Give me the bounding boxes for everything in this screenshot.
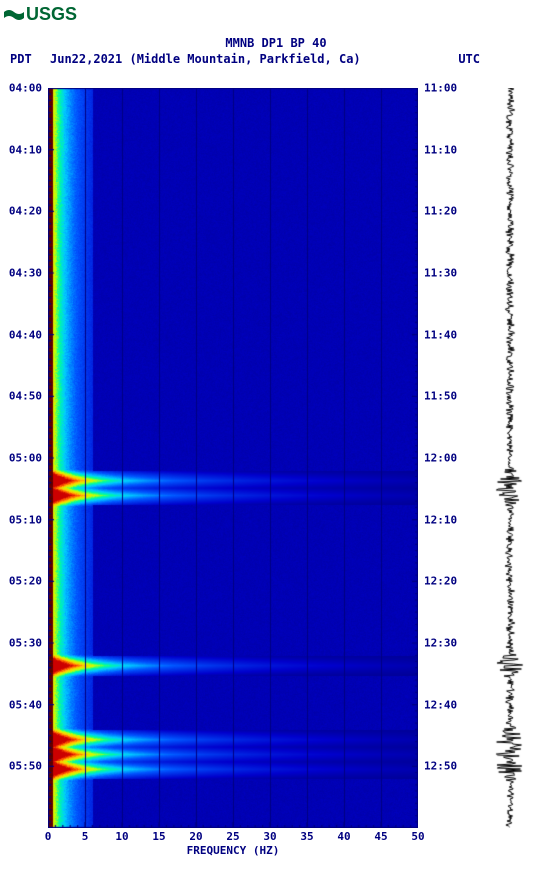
left-time-label: 05:50 bbox=[9, 760, 42, 773]
chart-title: MMNB DP1 BP 40 bbox=[0, 36, 552, 50]
usgs-logo: USGS bbox=[4, 4, 77, 25]
left-time-axis: 04:0004:1004:2004:3004:4004:5005:0005:10… bbox=[0, 88, 46, 828]
right-time-label: 11:50 bbox=[424, 390, 457, 403]
left-time-label: 04:10 bbox=[9, 143, 42, 156]
wave-icon bbox=[4, 6, 24, 24]
chart-subtitle: PDT Jun22,2021 (Middle Mountain, Parkfie… bbox=[10, 52, 540, 66]
waveform-panel bbox=[490, 88, 530, 828]
date-location: Jun22,2021 (Middle Mountain, Parkfield, … bbox=[50, 52, 440, 66]
left-time-label: 05:10 bbox=[9, 513, 42, 526]
right-time-label: 12:00 bbox=[424, 452, 457, 465]
right-time-label: 11:40 bbox=[424, 328, 457, 341]
right-time-label: 12:20 bbox=[424, 575, 457, 588]
right-time-label: 11:10 bbox=[424, 143, 457, 156]
left-time-label: 05:40 bbox=[9, 698, 42, 711]
utc-label: UTC bbox=[440, 52, 480, 66]
waveform-canvas bbox=[490, 88, 530, 828]
left-time-label: 04:20 bbox=[9, 205, 42, 218]
left-time-label: 04:50 bbox=[9, 390, 42, 403]
freq-tick-label: 40 bbox=[337, 830, 350, 843]
freq-tick-label: 0 bbox=[45, 830, 52, 843]
x-axis-title: FREQUENCY (HZ) bbox=[48, 844, 418, 857]
right-time-label: 12:10 bbox=[424, 513, 457, 526]
right-time-label: 11:20 bbox=[424, 205, 457, 218]
left-time-label: 05:20 bbox=[9, 575, 42, 588]
right-time-label: 12:30 bbox=[424, 637, 457, 650]
freq-tick-label: 10 bbox=[115, 830, 128, 843]
freq-tick-label: 20 bbox=[189, 830, 202, 843]
freq-tick-label: 35 bbox=[300, 830, 313, 843]
left-time-label: 05:30 bbox=[9, 637, 42, 650]
right-time-label: 12:50 bbox=[424, 760, 457, 773]
spectrogram-plot bbox=[48, 88, 418, 828]
freq-tick-label: 5 bbox=[82, 830, 89, 843]
freq-tick-label: 25 bbox=[226, 830, 239, 843]
left-time-label: 04:40 bbox=[9, 328, 42, 341]
right-time-axis: 11:0011:1011:2011:3011:4011:5012:0012:10… bbox=[420, 88, 466, 828]
freq-tick-label: 15 bbox=[152, 830, 165, 843]
freq-tick-label: 45 bbox=[374, 830, 387, 843]
freq-tick-label: 50 bbox=[411, 830, 424, 843]
left-time-label: 05:00 bbox=[9, 452, 42, 465]
right-time-label: 11:30 bbox=[424, 267, 457, 280]
pdt-label: PDT bbox=[10, 52, 50, 66]
right-time-label: 12:40 bbox=[424, 698, 457, 711]
right-time-label: 11:00 bbox=[424, 82, 457, 95]
left-time-label: 04:30 bbox=[9, 267, 42, 280]
spectrogram-canvas bbox=[48, 88, 418, 828]
logo-text: USGS bbox=[26, 4, 77, 25]
left-time-label: 04:00 bbox=[9, 82, 42, 95]
freq-tick-label: 30 bbox=[263, 830, 276, 843]
